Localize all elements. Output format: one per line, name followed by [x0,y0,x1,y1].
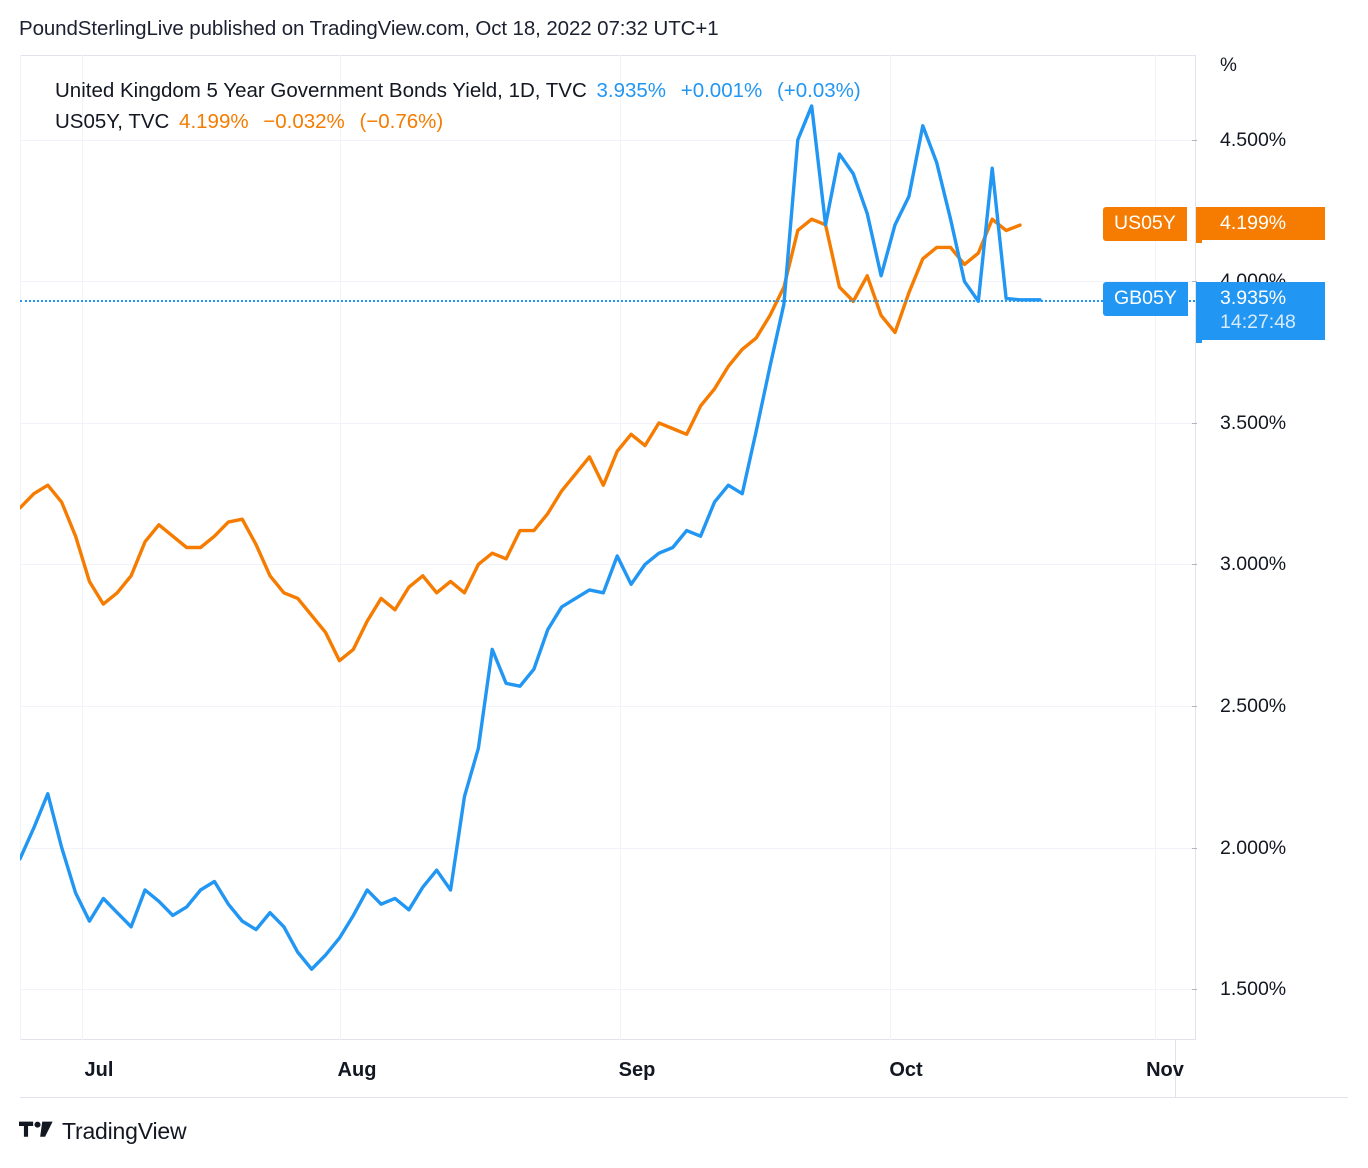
frame-top-border [20,55,1348,56]
legend-last-gb05y: 3.935% [596,79,667,102]
series-layer [20,104,1042,971]
tradingview-logo-icon [19,1121,53,1137]
legend-row-gb05y[interactable]: United Kingdom 5 Year Government Bonds Y… [55,75,870,106]
price-tag-us05y[interactable]: 4.199% [1196,207,1325,240]
gridline-horizontal [20,140,1195,141]
frame-bottom-border [20,1039,1348,1040]
time-axis-label: Aug [337,1059,377,1081]
gridline-vertical [340,55,341,1040]
gridline-horizontal [20,989,1195,990]
last-price-dotted-line [20,300,1195,302]
gridline-vertical [20,55,21,1040]
price-tag-value-gb05y: 3.935% [1220,287,1287,309]
price-axis-unit: % [1220,55,1237,76]
series-line-gb05y [20,104,1042,971]
gridline-horizontal [20,281,1195,282]
series-line-us05y [20,217,1022,663]
price-tag-gb05y[interactable]: 3.935% 14:27:48 [1196,282,1325,340]
ticker-pill-us05y[interactable]: US05Y [1103,207,1187,241]
price-axis-label: 3.500% [1220,412,1287,434]
gridline-horizontal [20,848,1195,849]
chart-frame: United Kingdom 5 Year Government Bonds Y… [20,55,1349,1040]
price-axis-tick [1192,706,1197,707]
gridline-horizontal [20,706,1195,707]
ticker-pill-gb05y[interactable]: GB05Y [1103,282,1188,316]
legend-change-gb05y: +0.001% [680,79,763,102]
publisher-credit: PoundSterlingLive published on TradingVi… [19,17,719,40]
price-axis-label: 4.500% [1220,129,1287,151]
price-axis-tick [1192,423,1197,424]
time-axis-label: Jul [84,1059,114,1081]
chart-plot-area[interactable]: United Kingdom 5 Year Government Bonds Y… [20,55,1195,1040]
legend-row-us05y[interactable]: US05Y, TVC 4.199% −0.032% (−0.76%) [55,106,870,137]
price-axis-tick [1192,140,1197,141]
legend-title-gb05y: United Kingdom 5 Year Government Bonds Y… [55,79,587,102]
time-axis-separator [1175,1040,1176,1098]
price-axis-label: 1.500% [1220,978,1287,1000]
price-tag-value-us05y: 4.199% [1220,212,1287,234]
legend-changepct-gb05y: (+0.03%) [776,79,861,102]
price-axis-tick [1192,848,1197,849]
tradingview-branding[interactable]: TradingView [19,1118,187,1145]
price-tag-time-gb05y: 14:27:48 [1220,311,1296,333]
gridline-vertical [620,55,621,1040]
legend-last-us05y: 4.199% [179,110,249,133]
gridline-horizontal [20,564,1195,565]
price-axis-label: 2.000% [1220,837,1287,859]
time-axis[interactable]: Jul Aug Sep Oct Nov [20,1040,1348,1098]
time-axis-label: Nov [1146,1059,1184,1081]
price-axis-tick [1192,989,1197,990]
gridline-vertical [82,55,83,1040]
price-axis-label: 3.000% [1220,553,1287,575]
legend-change-us05y: −0.032% [263,110,345,133]
price-axis-tick [1192,281,1197,282]
price-axis-label: 2.500% [1220,695,1287,717]
time-axis-bottom-border [20,1097,1348,1098]
gridline-vertical [1155,55,1156,1040]
time-axis-label: Sep [618,1059,656,1081]
gridline-horizontal [20,423,1195,424]
legend-changepct-us05y: (−0.76%) [359,110,444,133]
gridline-vertical [890,55,891,1040]
tradingview-wordmark: TradingView [62,1118,187,1144]
price-axis[interactable]: % 4.500% 4.000% 3.500% 3.000% 2.500% 2.000% 1.… [1192,55,1349,1040]
time-axis-label: Oct [889,1059,923,1081]
price-axis-tick [1192,564,1197,565]
legend-title-us05y: US05Y, TVC [55,110,170,133]
chart-legend: United Kingdom 5 Year Government Bonds Y… [55,75,870,137]
